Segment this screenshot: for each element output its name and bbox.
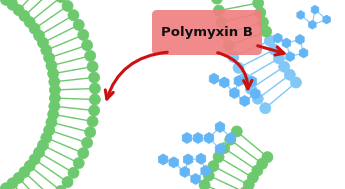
- Circle shape: [239, 187, 250, 189]
- Circle shape: [231, 126, 242, 137]
- Circle shape: [87, 116, 98, 127]
- Text: Polymyxin B: Polymyxin B: [161, 26, 253, 39]
- Circle shape: [243, 179, 254, 189]
- Circle shape: [29, 154, 40, 165]
- Circle shape: [85, 50, 96, 61]
- Circle shape: [41, 132, 52, 143]
- Circle shape: [7, 0, 18, 10]
- Circle shape: [255, 7, 266, 18]
- Circle shape: [213, 5, 224, 16]
- Circle shape: [257, 17, 268, 28]
- Circle shape: [284, 69, 295, 80]
- Circle shape: [0, 0, 11, 5]
- Circle shape: [290, 77, 302, 88]
- Circle shape: [82, 40, 93, 51]
- Circle shape: [199, 180, 210, 189]
- Circle shape: [44, 52, 55, 63]
- Circle shape: [49, 76, 60, 87]
- Circle shape: [211, 0, 223, 4]
- Circle shape: [78, 148, 89, 159]
- Circle shape: [89, 83, 100, 94]
- Circle shape: [260, 103, 271, 114]
- Circle shape: [239, 73, 250, 84]
- Circle shape: [7, 178, 18, 189]
- Circle shape: [56, 0, 67, 3]
- Circle shape: [33, 30, 45, 41]
- Circle shape: [85, 127, 96, 138]
- Circle shape: [279, 61, 289, 72]
- Circle shape: [24, 160, 35, 171]
- Circle shape: [203, 170, 214, 181]
- Circle shape: [253, 0, 264, 9]
- Circle shape: [41, 45, 52, 56]
- Circle shape: [216, 17, 227, 28]
- Circle shape: [233, 62, 244, 73]
- FancyBboxPatch shape: [152, 10, 262, 55]
- Circle shape: [44, 125, 55, 136]
- Circle shape: [13, 5, 24, 16]
- Circle shape: [38, 37, 48, 48]
- Circle shape: [228, 51, 239, 62]
- Circle shape: [257, 158, 268, 169]
- Circle shape: [62, 0, 73, 11]
- Circle shape: [264, 35, 275, 46]
- Circle shape: [245, 83, 256, 94]
- Circle shape: [62, 177, 73, 187]
- Circle shape: [38, 140, 48, 151]
- Circle shape: [223, 40, 234, 51]
- Circle shape: [49, 101, 60, 112]
- Circle shape: [252, 93, 263, 104]
- Circle shape: [252, 165, 263, 176]
- Circle shape: [89, 105, 100, 116]
- Circle shape: [13, 172, 24, 183]
- Circle shape: [87, 61, 98, 72]
- Circle shape: [213, 152, 224, 163]
- Circle shape: [78, 29, 89, 40]
- Circle shape: [48, 68, 59, 79]
- Circle shape: [89, 94, 100, 105]
- Circle shape: [273, 53, 284, 64]
- Circle shape: [247, 172, 258, 183]
- Circle shape: [19, 10, 30, 21]
- Circle shape: [262, 152, 273, 163]
- Circle shape: [0, 183, 11, 189]
- Circle shape: [261, 26, 272, 37]
- Circle shape: [82, 137, 93, 148]
- Circle shape: [33, 147, 45, 158]
- Circle shape: [19, 167, 30, 178]
- Circle shape: [49, 84, 60, 95]
- Circle shape: [29, 23, 40, 34]
- Circle shape: [48, 109, 59, 120]
- Circle shape: [68, 167, 79, 178]
- Circle shape: [89, 72, 100, 83]
- Circle shape: [208, 161, 219, 172]
- Circle shape: [225, 134, 236, 145]
- Circle shape: [219, 143, 230, 154]
- Circle shape: [24, 17, 35, 28]
- Circle shape: [46, 117, 57, 128]
- Circle shape: [269, 44, 280, 55]
- Circle shape: [46, 60, 57, 71]
- Circle shape: [56, 185, 67, 189]
- Circle shape: [219, 29, 230, 40]
- Circle shape: [73, 19, 84, 30]
- Circle shape: [68, 10, 79, 21]
- Circle shape: [49, 93, 60, 104]
- Circle shape: [73, 158, 84, 169]
